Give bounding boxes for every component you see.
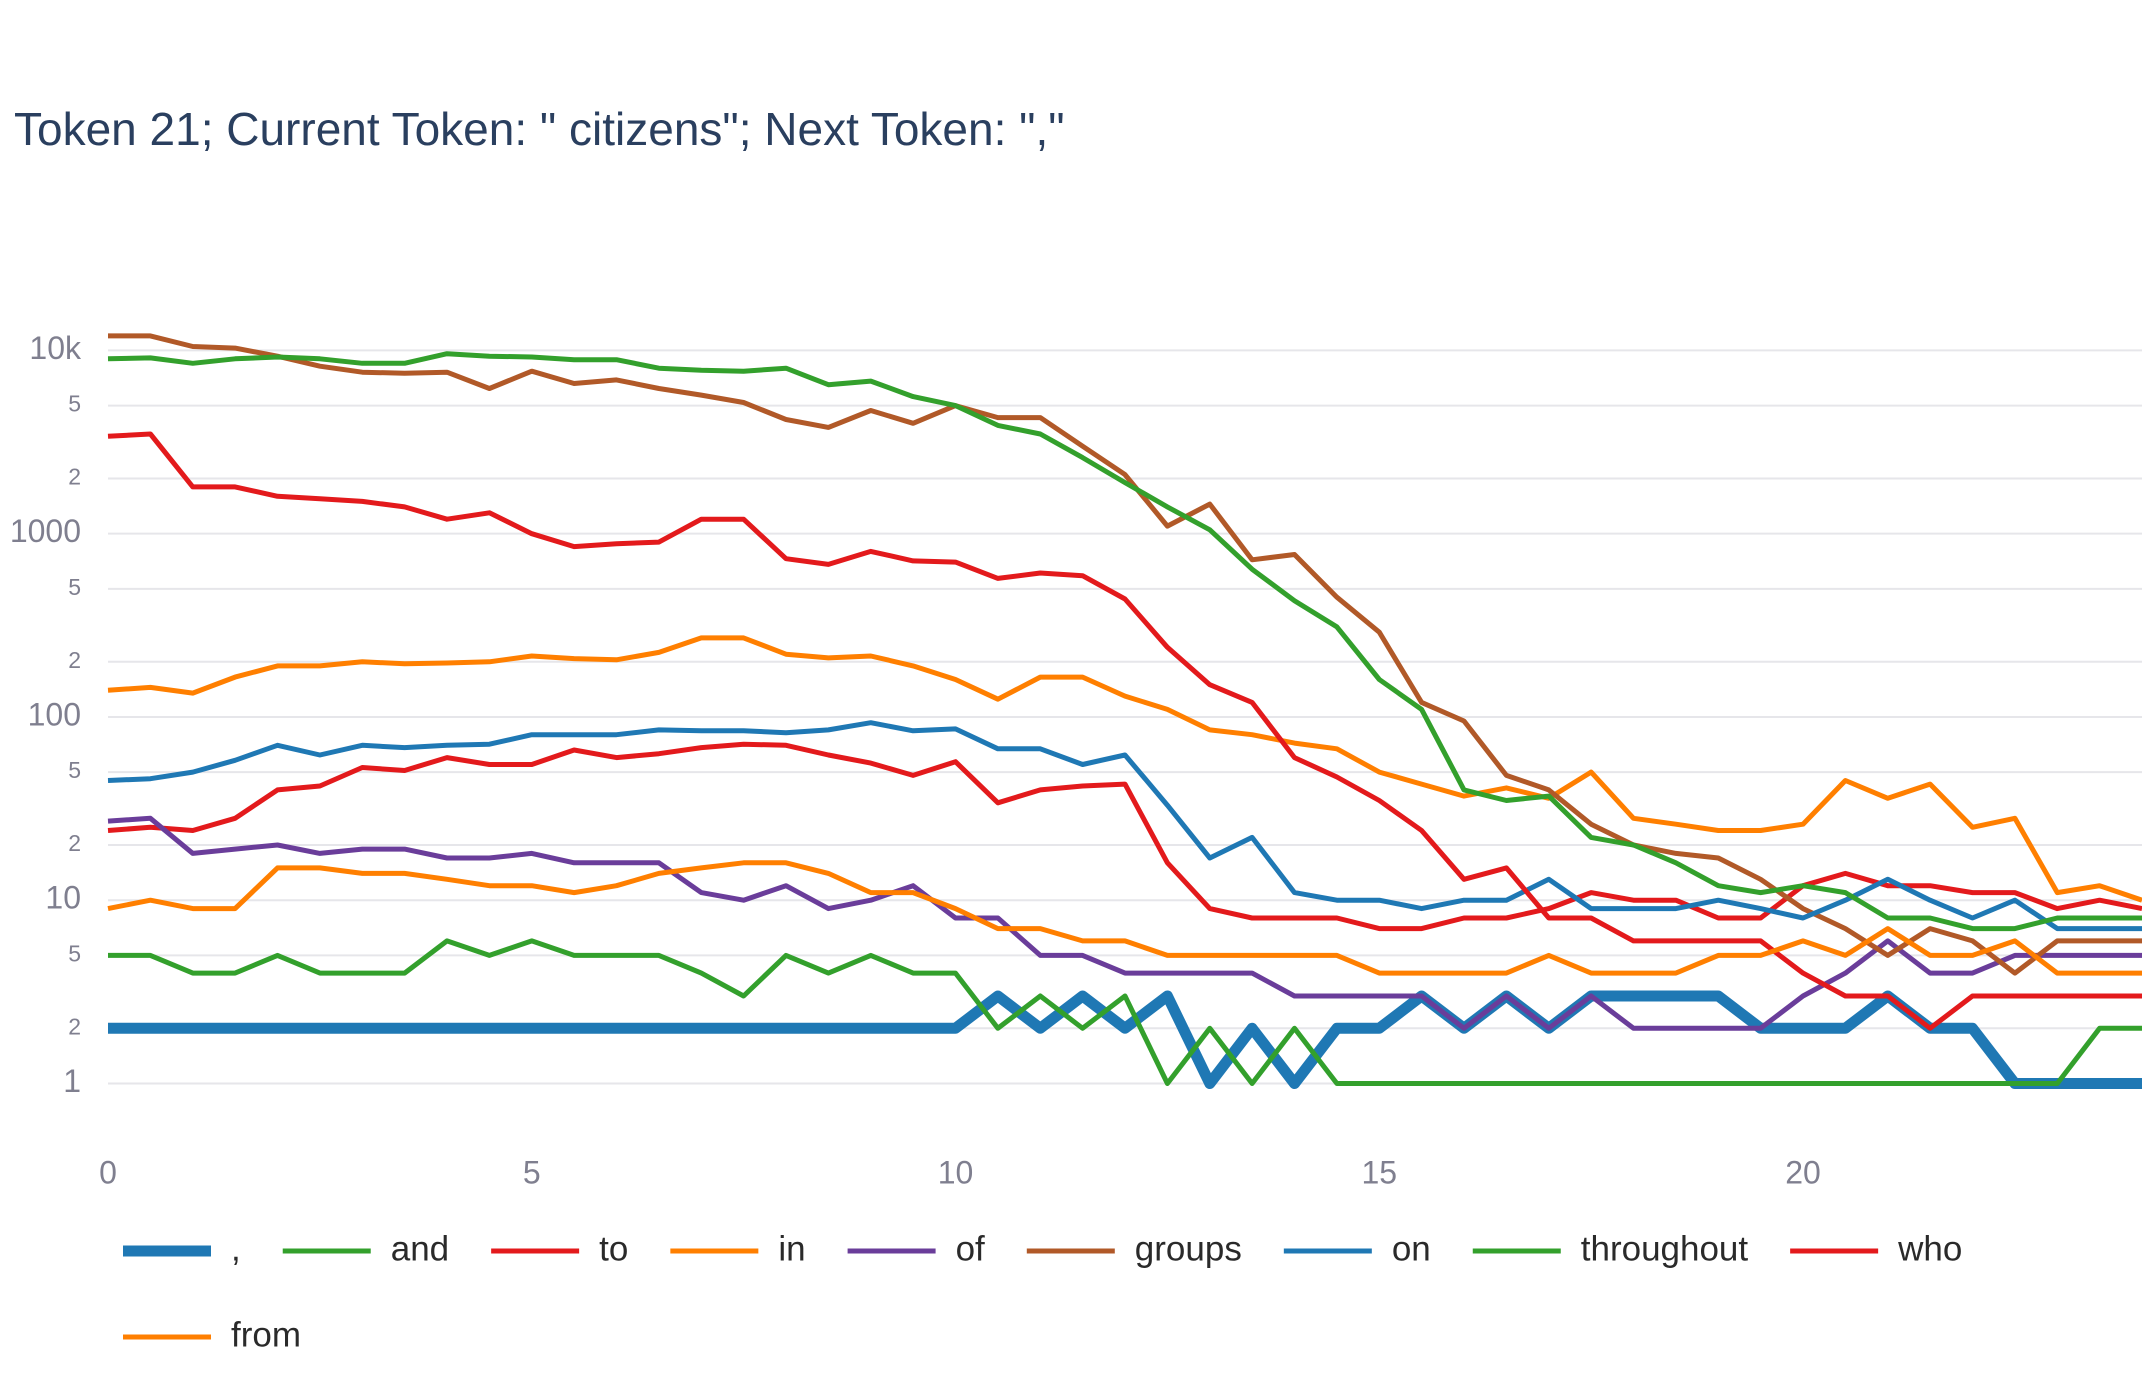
y-tick-label: 5: [68, 940, 81, 966]
legend-label: ,: [231, 1229, 241, 1268]
legend-item: of: [847, 1229, 985, 1268]
series-line: [108, 938, 2142, 1086]
legend-label: groups: [1135, 1229, 1242, 1268]
x-tick-label: 15: [1361, 1154, 1397, 1190]
y-tick-label: 1: [63, 1063, 81, 1099]
legend-item: throughout: [1472, 1229, 1749, 1268]
legend-item: in: [670, 1229, 806, 1268]
legend-label: in: [778, 1229, 805, 1268]
series-line: [107, 720, 2142, 932]
legend-item: and: [282, 1229, 449, 1268]
legend-label: who: [1897, 1229, 1962, 1268]
legend-label: throughout: [1581, 1229, 1749, 1268]
x-tick-label: 5: [523, 1154, 541, 1190]
y-tick-label: 100: [28, 696, 81, 732]
x-tick-label: 20: [1785, 1154, 1821, 1190]
y-tick-label: 5: [68, 757, 81, 783]
series-line: [108, 990, 2142, 1089]
y-tick-label: 10k: [29, 330, 82, 366]
legend-label: and: [391, 1229, 449, 1268]
y-tick-label: 2: [68, 830, 81, 856]
y-tick-label: 5: [68, 574, 81, 600]
y-tick-label: 5: [68, 391, 81, 417]
series-line: [107, 860, 2142, 976]
legend-item: who: [1790, 1229, 1962, 1268]
series-line: [107, 815, 2142, 1031]
legend-label: of: [956, 1229, 985, 1268]
x-tick-label: 0: [99, 1154, 117, 1190]
legend-label: to: [599, 1229, 628, 1268]
series-line: [107, 351, 2142, 932]
legend-item: from: [123, 1315, 301, 1354]
legend-item: to: [491, 1229, 628, 1268]
series-line: [108, 333, 2142, 976]
y-tick-label: 1000: [10, 513, 81, 549]
y-tick-label: 2: [68, 647, 81, 673]
legend: , and to in of groups on throughout who from: [123, 1229, 1962, 1354]
y-tick-label: 2: [68, 464, 81, 490]
series-line: [107, 431, 2142, 1031]
legend-label: on: [1392, 1229, 1431, 1268]
series-line: [107, 635, 2142, 903]
legend-item: ,: [123, 1229, 241, 1268]
y-tick-label: 10: [45, 880, 81, 916]
x-tick-label: 10: [938, 1154, 974, 1190]
legend-item: on: [1283, 1229, 1431, 1268]
chart-title: Token 21; Current Token: " citizens"; Ne…: [14, 103, 1065, 155]
y-tick-label: 2: [68, 1013, 81, 1039]
legend-item: groups: [1026, 1229, 1242, 1268]
legend-label: from: [231, 1315, 301, 1354]
